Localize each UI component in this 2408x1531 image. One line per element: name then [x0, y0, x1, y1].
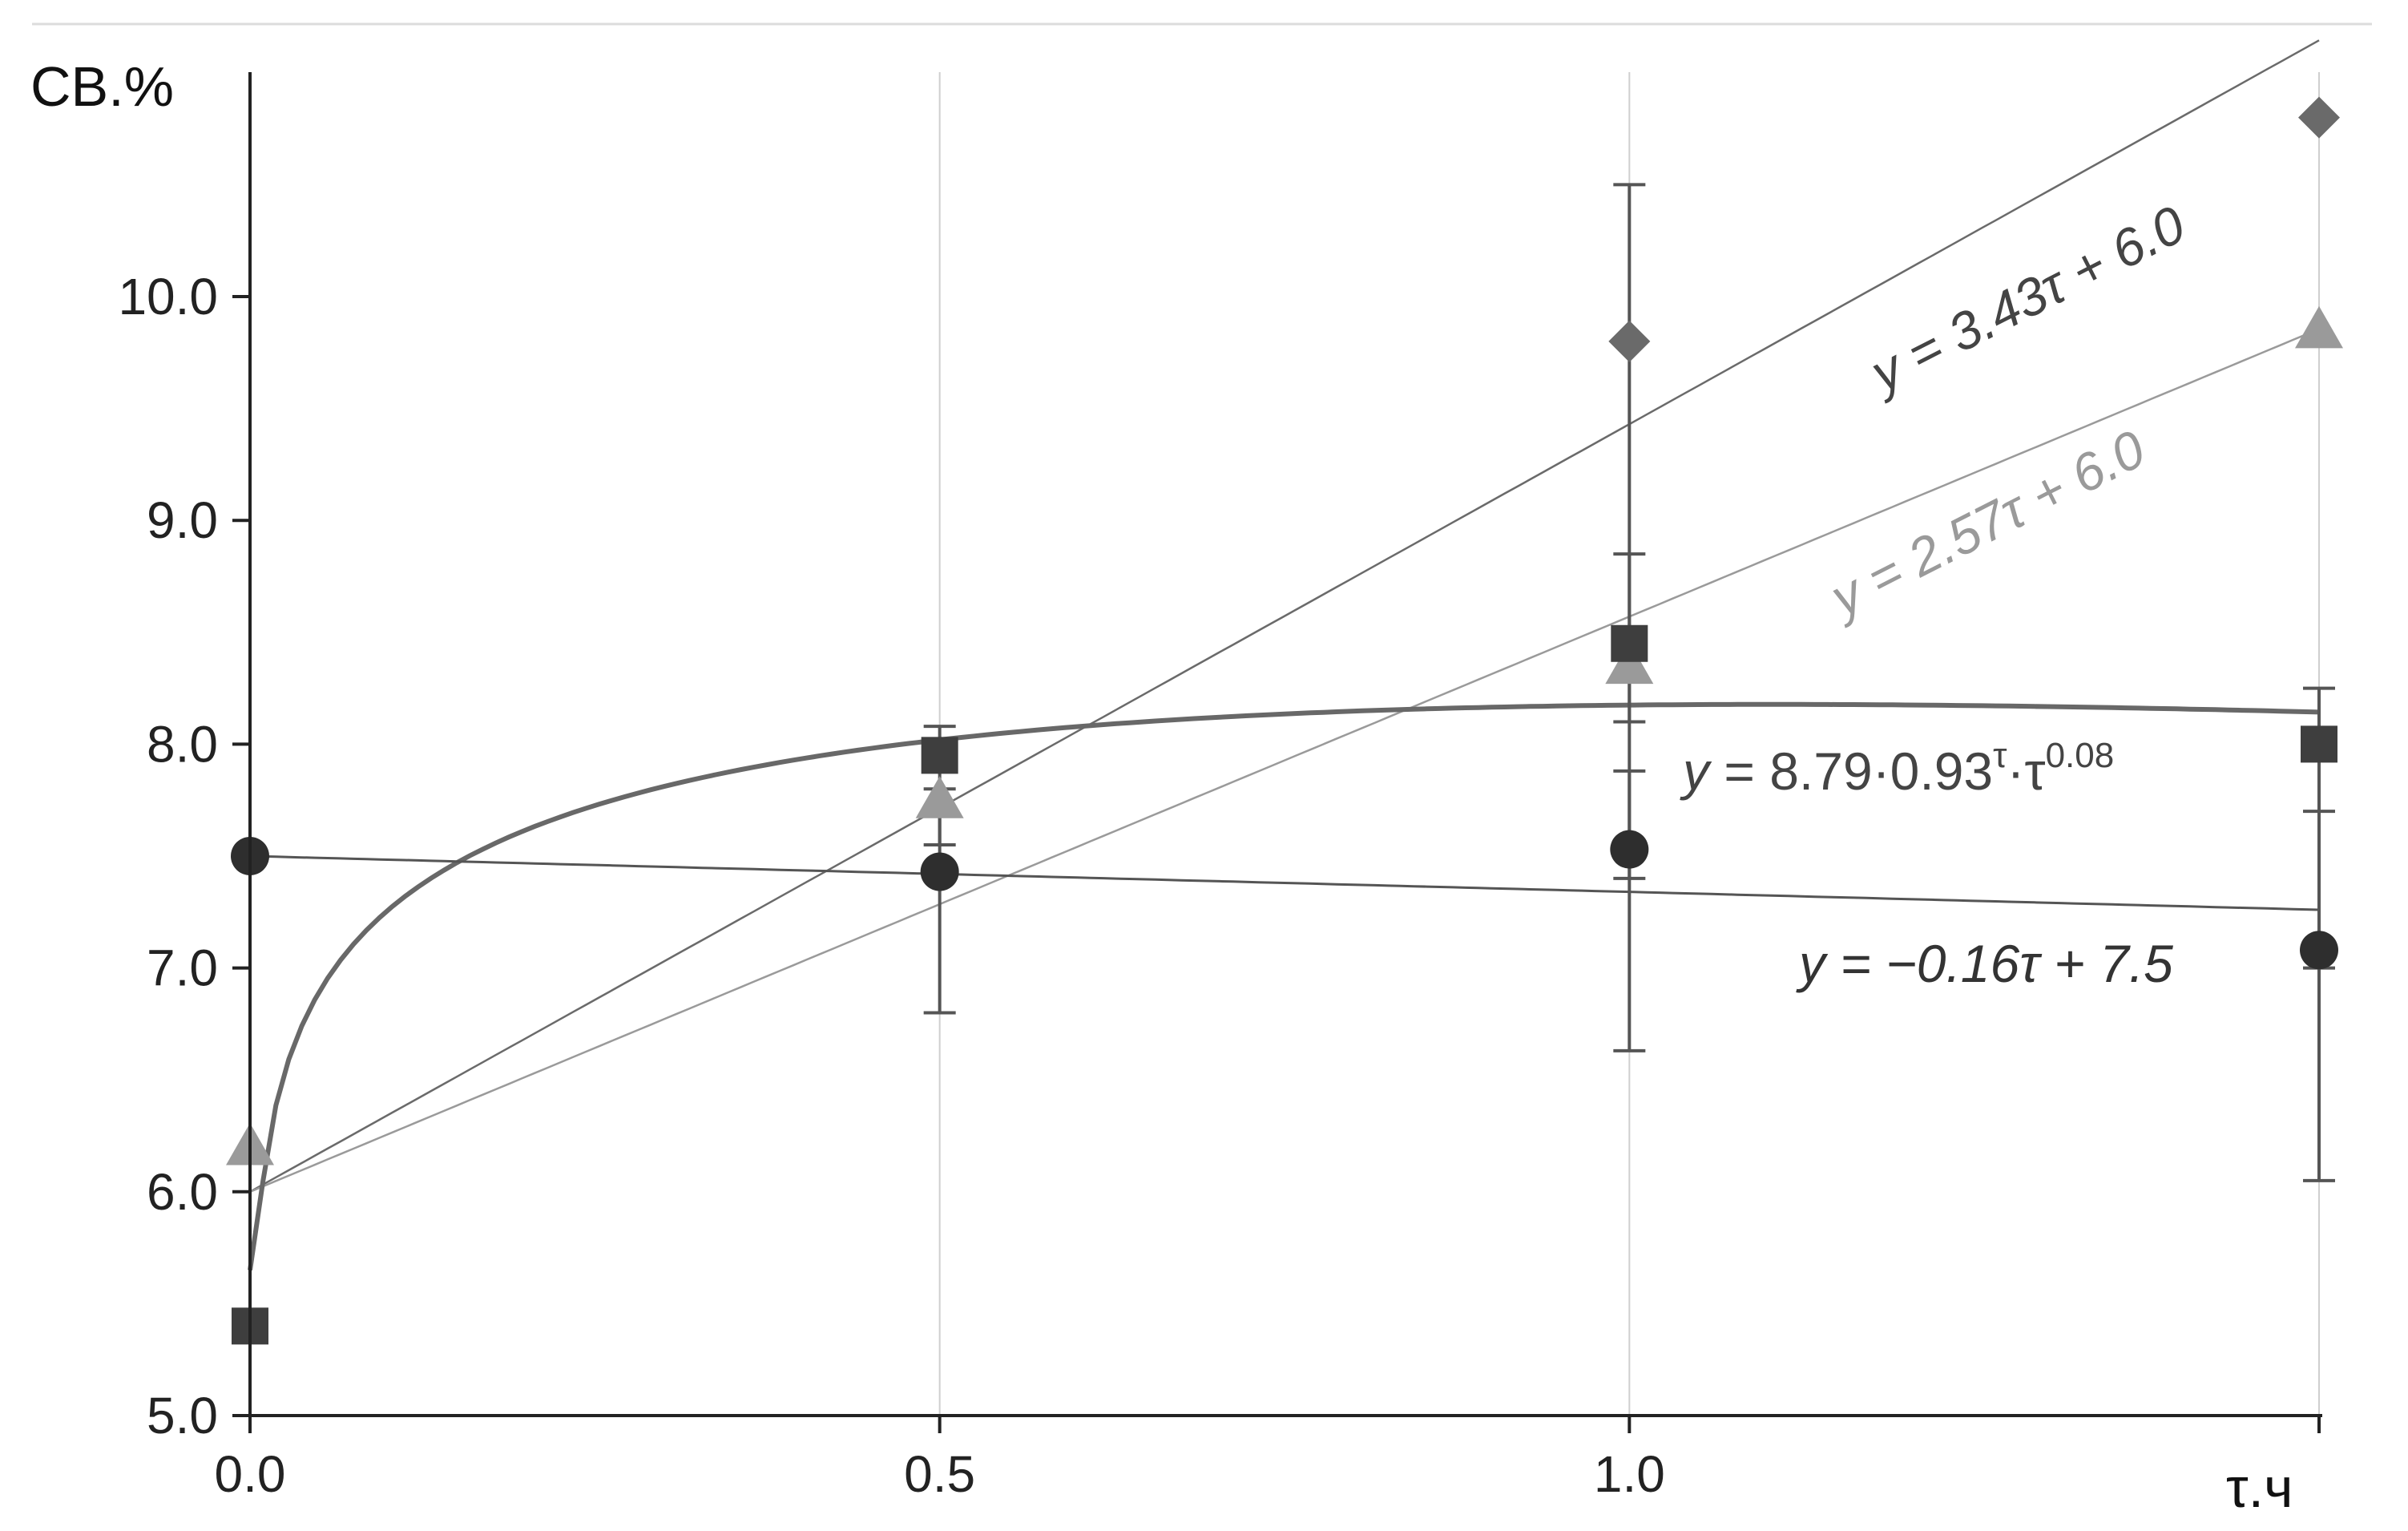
y-axis-label: CB.%	[30, 55, 174, 118]
eq2-sup1: τ	[1993, 736, 2007, 775]
y-tick-label-0: 5.0	[147, 1387, 218, 1444]
equation-label-1: y = 2.57τ + 6.0	[1818, 418, 2154, 628]
equation-label-2: y = 8.79·0.93τ·τ0.08	[1680, 736, 2114, 801]
y-tick-label-3: 8.0	[147, 715, 218, 773]
x-axis-label: τ.ч	[2226, 1456, 2293, 1519]
eq2-sup2: 0.08	[2046, 736, 2115, 775]
equation-label-0: y = 3.43τ + 6.0	[1858, 194, 2194, 404]
eq2-y: y	[1680, 741, 1712, 801]
point-square-1	[921, 737, 958, 774]
point-diamond-1	[2298, 96, 2340, 139]
eq2-mid: ·τ	[2007, 741, 2046, 801]
y-tick-label-1: 6.0	[147, 1163, 218, 1221]
trendline-0	[249, 39, 2320, 1193]
x-tick-label-1: 0.5	[904, 1445, 975, 1503]
eq2-body: = 8.79·0.93	[1709, 741, 1993, 801]
trendline-3	[249, 854, 2320, 911]
equation-labels: y = 3.43τ + 6.0y = 2.57τ + 6.0 y = 8.79·0…	[1680, 194, 2194, 993]
trendlines	[248, 39, 2320, 1271]
x-tick-label-0: 0.0	[215, 1445, 286, 1503]
y-tick-label-5: 10.0	[118, 268, 218, 325]
point-triangle-3	[2295, 305, 2343, 349]
trendline-2	[248, 701, 2320, 1271]
equation-label-3: y = −0.16τ + 7.5	[1796, 934, 2173, 993]
point-triangle-1	[915, 776, 964, 818]
point-circle-2	[1610, 830, 1649, 869]
axes: 5.0 6.0 7.0 8.0 9.0 10.0 0.0 0.5 1.0	[118, 72, 2322, 1503]
x-tick-label-2: 1.0	[1594, 1445, 1665, 1503]
y-tick-label-4: 9.0	[147, 491, 218, 549]
point-square-3	[2301, 725, 2337, 763]
y-tick-label-2: 7.0	[147, 939, 218, 997]
point-circle-1	[920, 852, 959, 891]
point-circle-3	[2300, 931, 2338, 970]
trendline-1	[249, 328, 2320, 1193]
point-triangle-2	[1605, 641, 1654, 685]
point-diamond-0	[1608, 320, 1651, 362]
point-square-2	[1611, 624, 1648, 662]
